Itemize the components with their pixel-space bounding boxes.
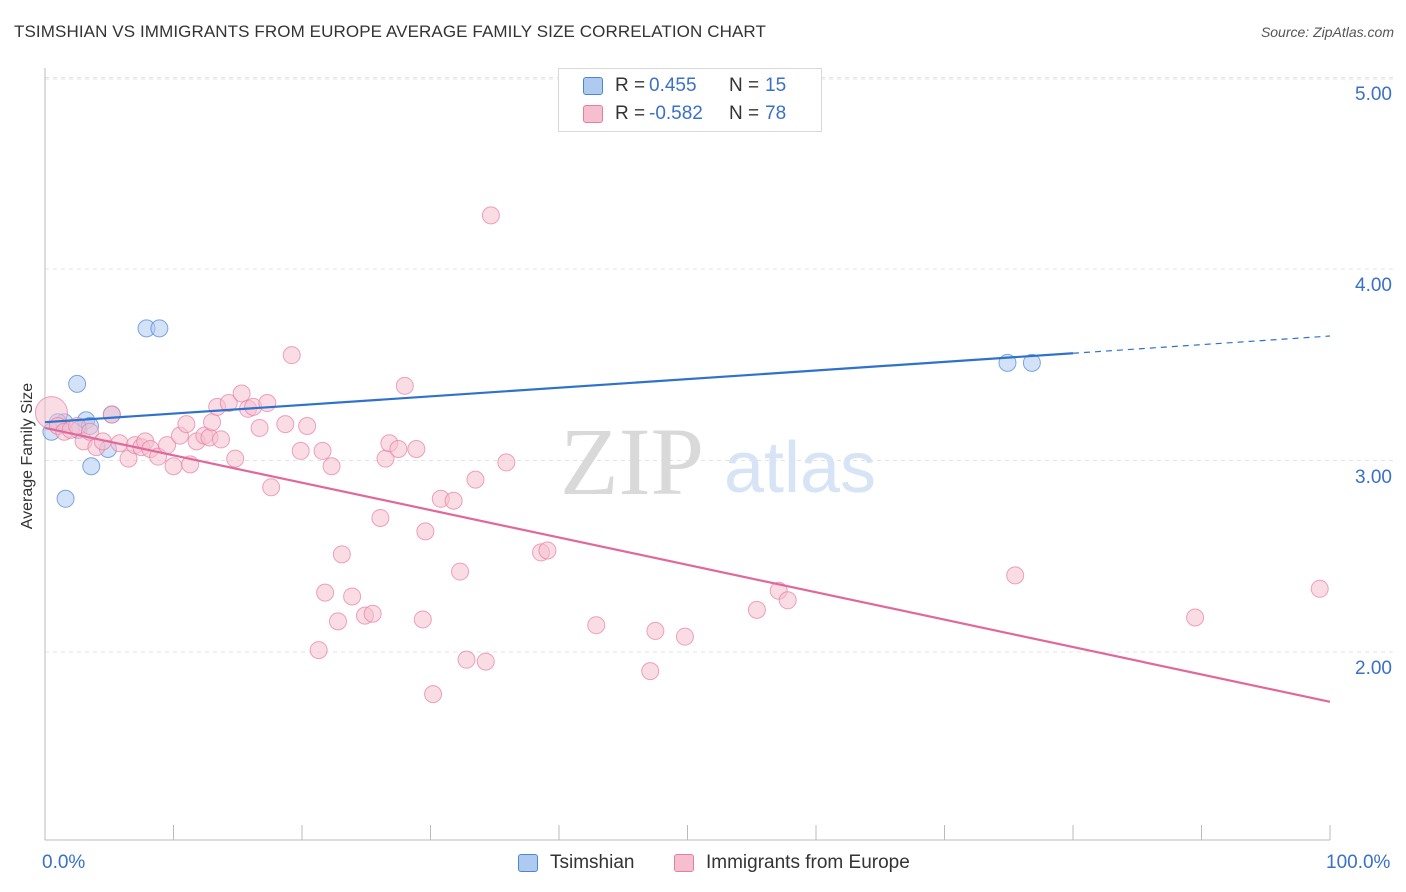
- x-tick-label-min: 0.0%: [42, 852, 86, 873]
- tsimshian-point: [1022, 353, 1041, 372]
- watermark-zip: ZIP: [560, 408, 704, 515]
- immigrants-europe-point: [232, 384, 251, 403]
- tsimshian-point: [150, 319, 169, 338]
- immigrants-europe-point: [424, 685, 443, 704]
- y-tick-label: 5.00: [1355, 83, 1392, 105]
- immigrants-europe-point: [395, 376, 414, 395]
- immigrants-europe-point: [250, 418, 269, 437]
- immigrants-europe-point: [212, 430, 231, 449]
- immigrants-europe-point: [416, 522, 435, 541]
- immigrants-europe-point: [778, 591, 797, 610]
- tsimshian-trend-line: [44, 352, 1074, 424]
- immigrants-europe-point: [444, 491, 463, 510]
- immigrants-europe-point: [371, 508, 390, 527]
- n-label: N =: [729, 75, 760, 96]
- immigrants-europe-point: [164, 457, 183, 476]
- immigrants-europe-point: [747, 600, 766, 619]
- immigrants-europe-point: [328, 612, 347, 631]
- immigrants-europe-point: [262, 478, 281, 497]
- legend-item-tsimshian[interactable]: Tsimshian: [518, 852, 634, 874]
- chart-source: Source: ZipAtlas.com: [1260, 24, 1394, 40]
- immigrants-europe-point: [316, 583, 335, 602]
- immigrants-europe-point: [276, 415, 295, 434]
- n-value: 78: [765, 103, 787, 124]
- immigrants-europe-point: [322, 457, 341, 476]
- immigrants-europe-point: [481, 206, 500, 225]
- trend-lines: [44, 335, 1331, 703]
- series-legend: Tsimshian Immigrants from Europe: [0, 852, 1406, 876]
- tsimshian-point: [56, 489, 75, 508]
- r-value: -0.582: [649, 103, 703, 124]
- immigrants-europe-point: [363, 604, 382, 623]
- immigrants-europe-point: [466, 470, 485, 489]
- immigrants-europe-point: [1186, 608, 1205, 627]
- immigrants-europe-point: [407, 440, 426, 459]
- watermark-atlas: atlas: [724, 428, 876, 508]
- immigrants-europe-point: [538, 541, 557, 560]
- r-label: R =: [615, 75, 646, 96]
- data-points: [34, 206, 1329, 704]
- immigrants-europe-point: [291, 441, 310, 460]
- immigrants-europe-point: [675, 627, 694, 646]
- immigrants-europe-point: [332, 545, 351, 564]
- immigrants-europe-point: [1310, 579, 1329, 598]
- legend-swatch: [674, 854, 694, 872]
- immigrants-europe-point: [457, 650, 476, 669]
- y-tick-label: 3.00: [1355, 466, 1392, 488]
- immigrants-europe-point: [413, 610, 432, 629]
- immigrants-europe-point: [298, 417, 317, 436]
- immigrants-europe-point: [226, 449, 245, 468]
- immigrants-europe-point: [497, 453, 516, 472]
- immigrants-europe-point: [451, 562, 470, 581]
- immigrants-europe-point: [343, 587, 362, 606]
- immigrants-europe-point: [587, 616, 606, 635]
- immigrants-europe-point: [476, 652, 495, 671]
- immigrants-europe-point: [641, 662, 660, 681]
- watermark: ZIP atlas: [560, 408, 876, 515]
- tsimshian-point: [68, 374, 87, 393]
- immigrants-europe-point: [219, 394, 238, 413]
- n-value: 15: [765, 75, 787, 96]
- axes: [44, 68, 1331, 841]
- tsimshian-trend-extension: [1072, 335, 1331, 354]
- grid-lines: [45, 77, 1394, 653]
- immigrants-europe-point: [177, 415, 196, 434]
- legend-swatch-immigrants-europe: [583, 105, 603, 123]
- legend-swatch-tsimshian: [583, 77, 603, 95]
- legend-item-immigrants-europe[interactable]: Immigrants from Europe: [674, 852, 910, 874]
- immigrants-europe-point: [646, 621, 665, 640]
- y-tick-label: 2.00: [1355, 658, 1392, 679]
- chart-title: TSIMSHIAN VS IMMIGRANTS FROM EUROPE AVER…: [14, 22, 766, 41]
- immigrants-europe-point: [258, 394, 277, 413]
- tsimshian-point: [82, 457, 101, 476]
- immigrants-europe-point: [282, 346, 301, 365]
- immigrants-europe-point: [1006, 566, 1025, 585]
- legend-swatch: [518, 854, 538, 872]
- n-label: N =: [729, 103, 760, 124]
- immigrants-europe-point: [102, 405, 121, 424]
- stats-legend: R = 0.455 N = 15 R = -0.582 N = 78: [558, 68, 822, 132]
- stats-row-immigrants-europe: R = -0.582 N = 78: [583, 101, 786, 127]
- immigrants-europe-point: [203, 413, 222, 432]
- r-value: 0.455: [649, 75, 697, 96]
- y-tick-label: 4.00: [1355, 275, 1392, 296]
- stats-row-tsimshian: R = 0.455 N = 15: [583, 73, 786, 99]
- r-label: R =: [615, 103, 646, 124]
- immigrants-europe-trend-line: [44, 426, 1331, 703]
- immigrants-europe-point: [313, 441, 332, 460]
- legend-label: Immigrants from Europe: [706, 852, 910, 873]
- immigrants-europe-point: [389, 440, 408, 459]
- immigrants-europe-point: [309, 641, 328, 660]
- legend-label: Tsimshian: [550, 852, 635, 873]
- x-tick-label-max: 100.0%: [1326, 852, 1391, 873]
